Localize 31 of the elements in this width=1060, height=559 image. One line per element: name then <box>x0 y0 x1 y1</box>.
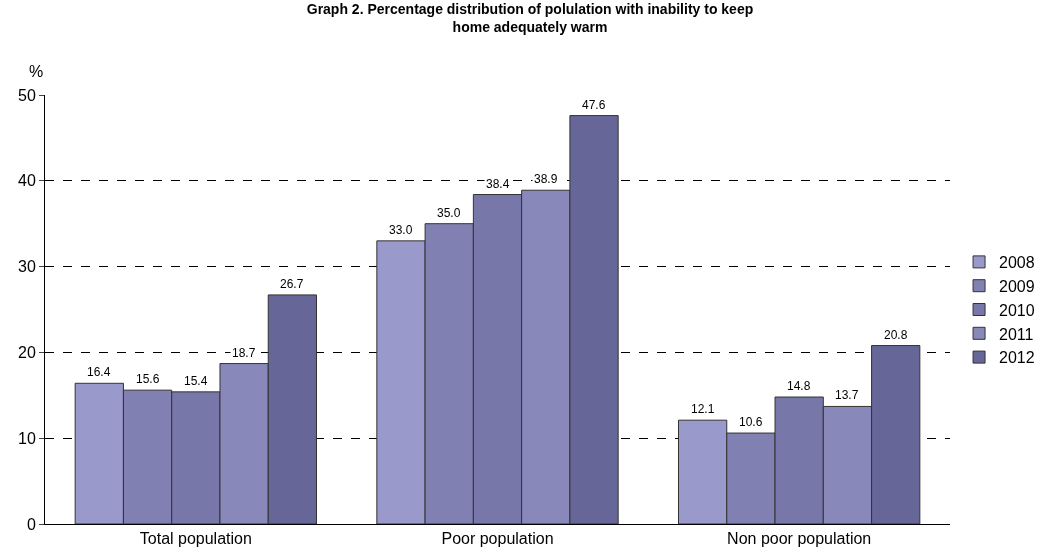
text: 18.7 <box>232 346 256 360</box>
y-tick-label: 30 <box>18 258 36 276</box>
text: 14.8 <box>787 379 811 393</box>
text: 33.0 <box>389 223 413 237</box>
text: 20.8 <box>884 328 908 342</box>
text: 47.6 <box>582 98 606 112</box>
x-tick-label: Non poor population <box>727 530 872 548</box>
text: 12.1 <box>691 402 715 416</box>
legend-label: 2011 <box>999 325 1034 343</box>
legend-label: 2008 <box>999 254 1035 272</box>
text: 15.4 <box>184 374 208 388</box>
y-tick-label: 20 <box>18 344 36 361</box>
chart-title: Graph 2. Percentage distribution of polulation with inability to keep home adequately warm <box>306 0 754 36</box>
x-tick-label: Total population <box>139 530 252 548</box>
text: 38.9 <box>534 172 558 186</box>
text: 35.0 <box>437 206 461 220</box>
text: 13.7 <box>835 388 859 402</box>
x-tick-label: Poor population <box>441 530 554 548</box>
text: 10.6 <box>739 415 763 429</box>
y-tick-label: 50 <box>18 86 36 104</box>
text: 26.7 <box>280 277 304 291</box>
y-tick-label: 0 <box>26 515 36 533</box>
text: 15.6 <box>136 372 160 386</box>
y-tick-label: 10 <box>18 429 36 447</box>
legend-label: 2012 <box>999 349 1035 367</box>
y-tick-label: 40 <box>18 172 36 190</box>
legend-label: 2009 <box>999 277 1035 295</box>
text: 16.4 <box>87 365 111 379</box>
y-axis-title: % <box>29 63 44 80</box>
legend-label: 2010 <box>999 301 1035 319</box>
text: 38.4 <box>486 177 510 191</box>
